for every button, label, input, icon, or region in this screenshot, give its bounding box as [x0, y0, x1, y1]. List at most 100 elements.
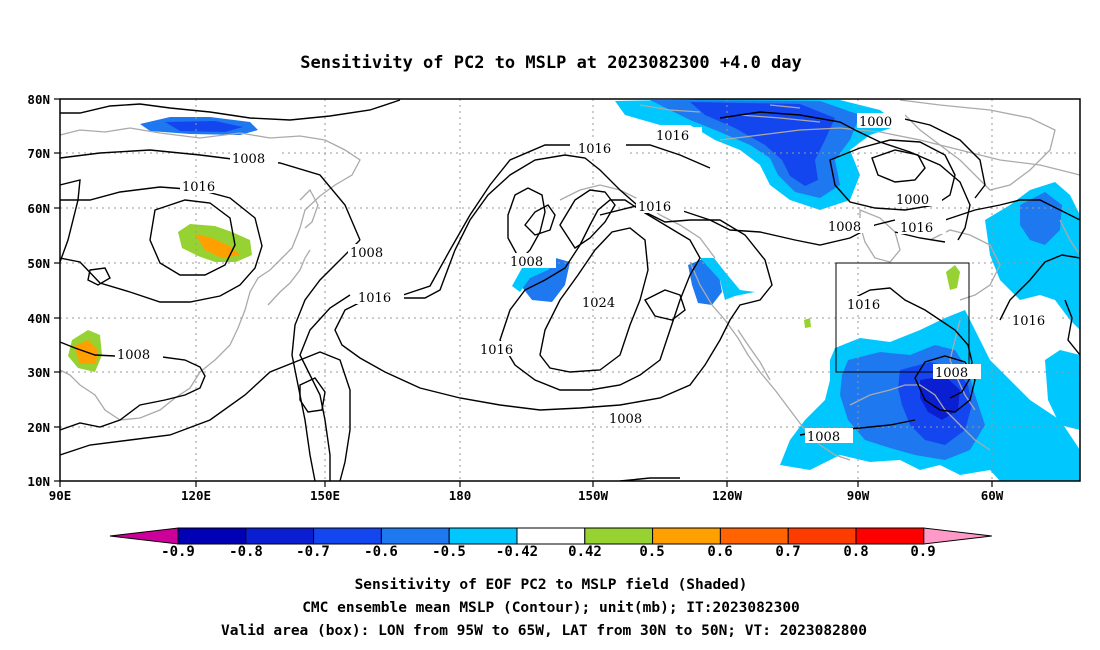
colorbar-segment: [719, 527, 789, 545]
lat-tick-label: 70N: [27, 146, 50, 161]
contour-label: 1016: [847, 298, 880, 313]
lon-tick-label: 60W: [981, 488, 1004, 503]
colorbar-segment: [516, 527, 586, 545]
negative-region-arctic-core: [690, 102, 835, 186]
colorbar-label: 0.6: [707, 544, 732, 560]
colorbar-segment: [584, 527, 654, 545]
contour-label: 1008: [350, 246, 383, 261]
contour-line: [999, 254, 1080, 321]
contour-label: 1016: [656, 129, 689, 144]
coastline-canada-north: [719, 127, 1080, 176]
colorbar-label: 0.8: [843, 544, 868, 560]
coastline-hudson: [859, 209, 901, 263]
map-panel: 1008 1016 1008 1008 1016 1016 1008 1016 …: [27, 92, 1081, 503]
contour-label: 1008: [935, 366, 968, 381]
contour-line: [149, 199, 236, 276]
colorbar-label: 0.9: [910, 544, 935, 560]
contour-label: 1000: [859, 115, 892, 130]
contour-line: [60, 179, 81, 263]
colorbar-label: -0.8: [229, 544, 263, 560]
colorbar-label: -0.42: [496, 544, 538, 560]
contour-line: [643, 289, 686, 321]
coastline-alaska: [559, 184, 716, 259]
tick-marks: [54, 98, 993, 487]
contour-line: [299, 377, 326, 413]
lat-tick-label: 20N: [27, 420, 50, 435]
coastline-asia: [60, 127, 361, 421]
contour-label: 1000: [896, 193, 929, 208]
contour-line: [914, 355, 976, 413]
lat-tick-label: 60N: [27, 201, 50, 216]
contour-label: 1016: [638, 200, 671, 215]
coastline-baja: [737, 329, 771, 381]
negative-region-gulf-deep: [920, 376, 960, 420]
contour-line: [524, 204, 556, 236]
colorbar-segment: [177, 527, 247, 545]
lat-axis-labels: 80N 70N 60N 50N 40N 30N 20N 10N: [27, 92, 50, 489]
positive-region-labrador: [946, 265, 960, 290]
contour-line: [60, 351, 351, 481]
captions: Sensitivity of EOF PC2 to MSLP field (Sh…: [221, 577, 867, 639]
contour-label: 1008: [232, 152, 265, 167]
contour-label: 1008: [828, 220, 861, 235]
lat-tick-label: 30N: [27, 365, 50, 380]
lon-axis-labels: 90E 120E 150E 180 150W 120W 90W 60W: [49, 488, 1004, 503]
coastline-greenland: [899, 99, 1056, 191]
map-frame: [59, 98, 1081, 482]
colorbar: -0.9 -0.8 -0.7 -0.6 -0.5 -0.42 0.42 0.5 …: [109, 527, 992, 560]
coastline-gulf: [849, 384, 991, 451]
positive-region-small: [804, 318, 811, 328]
contour-line: [1064, 299, 1080, 356]
colorbar-segment: [448, 527, 518, 545]
colorbar-label: -0.9: [161, 544, 195, 560]
negative-region-siberia-core: [165, 121, 243, 132]
lat-tick-label: 80N: [27, 92, 50, 107]
contour-label: 1008: [609, 412, 642, 427]
lon-tick-label: 150W: [578, 488, 609, 503]
lon-tick-label: 90E: [49, 488, 72, 503]
contour-line: [849, 287, 973, 399]
contour-line: [299, 144, 711, 481]
positive-region-mongolia-core: [195, 234, 240, 258]
contour-label: 1024: [582, 296, 615, 311]
lat-tick-label: 40N: [27, 311, 50, 326]
contour-line: [869, 117, 986, 199]
contour-line: [619, 477, 680, 481]
lat-tick-label: 50N: [27, 256, 50, 271]
contour-label: 1016: [900, 221, 933, 236]
lon-tick-label: 150E: [310, 488, 340, 503]
lat-tick-label: 10N: [27, 474, 50, 489]
contour-label: 1008: [117, 348, 150, 363]
colorbar-segments: [109, 527, 992, 545]
colorbar-labels: -0.9 -0.8 -0.7 -0.6 -0.5 -0.42 0.42 0.5 …: [161, 544, 936, 560]
colorbar-label: 0.42: [568, 544, 602, 560]
caption-line: Valid area (box): LON from 95W to 65W, L…: [221, 623, 867, 639]
colorbar-label: -0.6: [364, 544, 398, 560]
contour-line: [334, 154, 773, 411]
coastline-labrador: [929, 229, 1001, 301]
colorbar-arrow-left: [109, 527, 179, 545]
contour-label: 1016: [358, 291, 391, 306]
contour-label: 1008: [510, 255, 543, 270]
colorbar-label: -0.7: [296, 544, 330, 560]
coastline-japan: [267, 249, 311, 306]
colorbar-segment: [787, 527, 857, 545]
colorbar-segment: [855, 527, 925, 545]
caption-line: Sensitivity of EOF PC2 to MSLP field (Sh…: [355, 577, 748, 593]
valid-area-box: [835, 262, 970, 373]
contour-line: [829, 139, 956, 211]
map-title: Sensitivity of PC2 to MSLP at 2023082300…: [300, 53, 802, 73]
colorbar-arrow-right: [923, 527, 992, 545]
lon-tick-label: 120W: [712, 488, 743, 503]
lon-tick-label: 90W: [847, 488, 870, 503]
coastline-na-west: [689, 261, 851, 461]
negative-region-east-atlantic: [1045, 350, 1080, 430]
contour-line: [507, 187, 546, 262]
colorbar-label: 0.7: [775, 544, 800, 560]
contour-label: 1016: [182, 180, 215, 195]
lon-tick-label: 180: [449, 488, 472, 503]
colorbar-label: 0.5: [639, 544, 664, 560]
contour-label-group: 1008 1016 1008 1008 1016 1016 1008 1016 …: [115, 113, 1058, 445]
coastline-europe: [1059, 219, 1080, 256]
